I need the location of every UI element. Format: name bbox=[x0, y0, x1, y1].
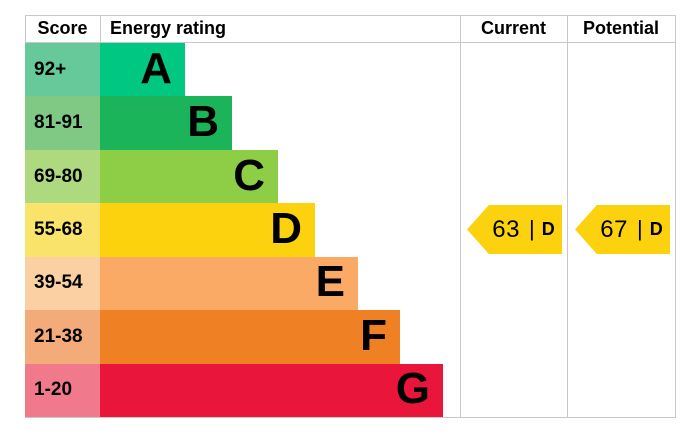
band-row: 1-20 G bbox=[25, 363, 460, 417]
potential-header: Potential bbox=[582, 18, 659, 38]
current-value: 63 bbox=[492, 215, 520, 243]
current-rating-arrow: 63 | D bbox=[467, 205, 562, 254]
band-bar: G bbox=[100, 363, 443, 417]
current-band-letter: D bbox=[541, 219, 555, 239]
score-column-divider bbox=[100, 15, 101, 43]
band-score: 1-20 bbox=[25, 363, 100, 417]
band-score: 92+ bbox=[25, 43, 100, 97]
band-score: 55-68 bbox=[25, 203, 100, 257]
band-bar: B bbox=[100, 96, 232, 150]
table-bottom-border bbox=[25, 417, 675, 418]
band-letter: A bbox=[140, 43, 172, 93]
potential-value: 67 bbox=[600, 215, 628, 243]
band-letter: C bbox=[233, 150, 265, 200]
pipe-separator: | bbox=[528, 215, 535, 241]
potential-band-letter: D bbox=[649, 219, 663, 239]
band-bar: D bbox=[100, 203, 315, 257]
band-bar: C bbox=[100, 149, 278, 204]
rating-bands: 92+ A 81-91 B 69-80 C 55-68 D 39-54 bbox=[25, 43, 460, 417]
current-header: Current bbox=[480, 18, 546, 38]
energy-rating-header: Energy rating bbox=[110, 18, 227, 38]
band-row: 69-80 C bbox=[25, 149, 460, 204]
band-letter: B bbox=[187, 97, 219, 147]
current-column-divider bbox=[460, 15, 461, 418]
band-score: 69-80 bbox=[25, 149, 100, 204]
table-right-border bbox=[675, 15, 676, 418]
band-bar: A bbox=[100, 43, 185, 97]
pipe-separator: | bbox=[636, 215, 643, 241]
table-top-border bbox=[25, 15, 675, 16]
band-row: 92+ A bbox=[25, 43, 460, 97]
band-letter: D bbox=[270, 203, 302, 253]
band-row: 81-91 B bbox=[25, 96, 460, 150]
band-score: 81-91 bbox=[25, 96, 100, 150]
potential-column-divider bbox=[567, 15, 568, 418]
band-row: 21-38 F bbox=[25, 310, 460, 364]
band-row: 39-54 E bbox=[25, 256, 460, 311]
band-letter: E bbox=[315, 257, 345, 307]
score-header: Score bbox=[37, 18, 88, 38]
band-row: 55-68 D bbox=[25, 203, 460, 257]
table-header: Score Energy rating Current Potential bbox=[25, 15, 675, 43]
band-bar: F bbox=[100, 310, 400, 364]
band-letter: G bbox=[395, 364, 430, 414]
band-score: 39-54 bbox=[25, 256, 100, 311]
potential-rating-arrow: 67 | D bbox=[575, 205, 670, 254]
band-letter: F bbox=[360, 310, 387, 360]
band-score: 21-38 bbox=[25, 310, 100, 364]
band-bar: E bbox=[100, 256, 358, 311]
